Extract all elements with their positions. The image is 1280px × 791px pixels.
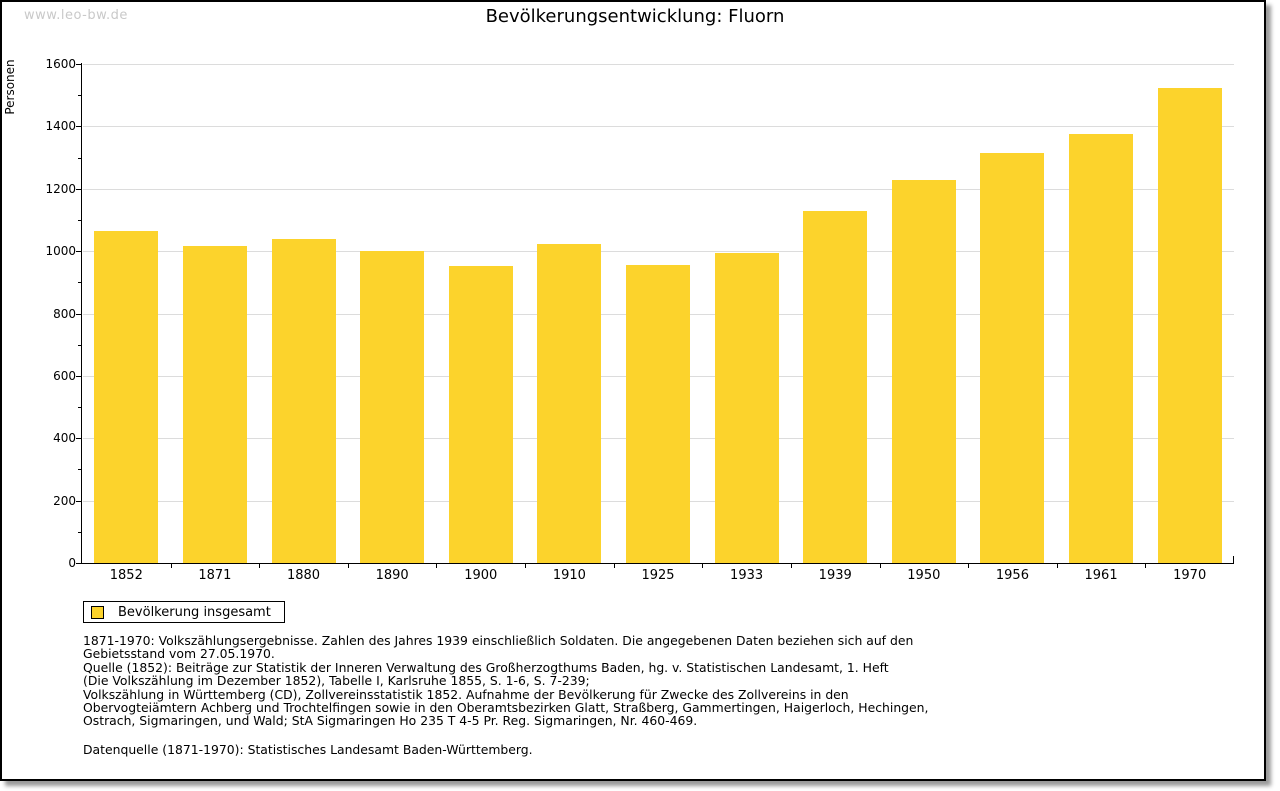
y-minor-tick: [78, 531, 81, 533]
y-minor-tick: [78, 95, 81, 97]
x-tick-label-1890: 1890: [375, 568, 409, 583]
x-boundary-tick: [170, 564, 172, 568]
x-tick-label-1961: 1961: [1084, 568, 1118, 583]
y-major-tick: [76, 64, 81, 65]
footnote-line: 1871-1970: Volkszählungsergebnisse. Zahl…: [83, 633, 914, 648]
x-axis: [81, 563, 1234, 564]
bar-1880: [271, 239, 336, 563]
bar-1950: [891, 180, 956, 563]
x-tick-label-1933: 1933: [730, 568, 764, 583]
bar-1970: [1157, 88, 1222, 563]
y-minor-tick: [78, 344, 81, 346]
y-minor-tick: [78, 407, 81, 409]
bar-1933: [714, 252, 779, 563]
legend-swatch-icon: [91, 605, 104, 619]
y-axis: [81, 63, 82, 564]
y-tick-label: 200: [53, 493, 76, 508]
y-major-tick: [76, 375, 81, 377]
footnote-line: Ostrach, Sigmaringen, und Wald; StA Sigm…: [83, 713, 698, 729]
y-minor-tick: [78, 157, 81, 159]
x-boundary-tick: [525, 564, 527, 568]
chart-image-frame: www.leo-bw.de Bevölkerungsentwicklung: F…: [0, 0, 1266, 781]
y-minor-tick: [78, 469, 81, 471]
bar-1852: [94, 230, 159, 563]
gridline: [83, 126, 1234, 128]
bar-1925: [626, 265, 690, 563]
y-tick-label: 600: [53, 368, 76, 383]
y-tick-label: 1400: [45, 119, 76, 134]
bar-1956: [980, 152, 1045, 563]
x-boundary-tick: [347, 564, 349, 568]
x-boundary-tick: [1056, 564, 1058, 568]
y-major-tick: [76, 188, 81, 190]
footnotes-block: 1871-1970: Volkszählungsergebnisse. Zahl…: [83, 634, 928, 728]
footnote-line: Volkszählung in Württemberg (CD), Zollve…: [83, 686, 849, 702]
x-boundary-tick: [613, 564, 615, 568]
footnote-line: Gebietsstand vom 27.05.1970.: [83, 646, 275, 662]
x-boundary-tick: [259, 564, 261, 568]
y-tick-label: 400: [53, 431, 76, 446]
legend: Bevölkerung insgesamt: [83, 601, 285, 623]
y-minor-tick: [78, 219, 81, 221]
y-tick-label: 1200: [45, 181, 76, 196]
y-tick-label: 1000: [45, 244, 76, 259]
gridline: [83, 64, 1234, 65]
footnote-line: Obervogteiämtern Achberg und Trochtelfin…: [83, 700, 929, 716]
x-tick-label-1910: 1910: [552, 568, 586, 583]
x-tick-label-1950: 1950: [907, 568, 941, 583]
footnote-line: (Die Volkszählung im Dezember 1852), Tab…: [83, 673, 590, 689]
data-source-line: Datenquelle (1871-1970): Statistisches L…: [83, 742, 533, 757]
y-axis-label: Personen: [3, 59, 17, 115]
watermark: www.leo-bw.de: [24, 8, 128, 23]
x-boundary-tick: [968, 564, 970, 568]
bar-1910: [537, 244, 602, 563]
bar-1890: [360, 251, 425, 563]
y-major-tick: [76, 251, 81, 253]
bar-1939: [803, 211, 868, 563]
y-tick-label: 0: [68, 556, 76, 570]
x-tick-label-1939: 1939: [818, 568, 852, 583]
x-tick-label-1852: 1852: [109, 568, 143, 583]
x-tick-label-1970: 1970: [1173, 568, 1207, 583]
gridline: [83, 251, 1234, 253]
x-tick-label-1900: 1900: [464, 568, 498, 583]
x-tick-label-1925: 1925: [641, 568, 675, 583]
y-major-tick: [76, 563, 81, 564]
x-boundary-tick: [790, 564, 792, 568]
footnote-line: Quelle (1852): Beiträge zur Statistik de…: [83, 659, 889, 675]
y-major-tick: [76, 313, 81, 315]
x-axis-end-tick: [1233, 556, 1234, 563]
x-tick-label-1871: 1871: [198, 568, 232, 583]
bar-1961: [1069, 134, 1134, 563]
y-tick-label: 1600: [45, 57, 76, 71]
bar-1900: [448, 265, 513, 563]
x-tick-label-1956: 1956: [995, 568, 1029, 583]
x-boundary-tick: [702, 564, 704, 568]
x-boundary-tick: [1145, 564, 1147, 568]
x-boundary-tick: [436, 564, 438, 568]
x-tick-label-1880: 1880: [286, 568, 321, 583]
bar-1871: [182, 246, 247, 563]
y-major-tick: [76, 438, 81, 440]
y-tick-label: 800: [53, 306, 76, 321]
x-boundary-tick: [879, 564, 881, 568]
y-minor-tick: [78, 282, 81, 284]
y-major-tick: [76, 500, 81, 502]
legend-label: Bevölkerung insgesamt: [118, 604, 271, 620]
chart-title: Bevölkerungsentwicklung: Fluorn: [485, 6, 785, 27]
y-major-tick: [76, 126, 81, 128]
gridline: [83, 188, 1234, 190]
